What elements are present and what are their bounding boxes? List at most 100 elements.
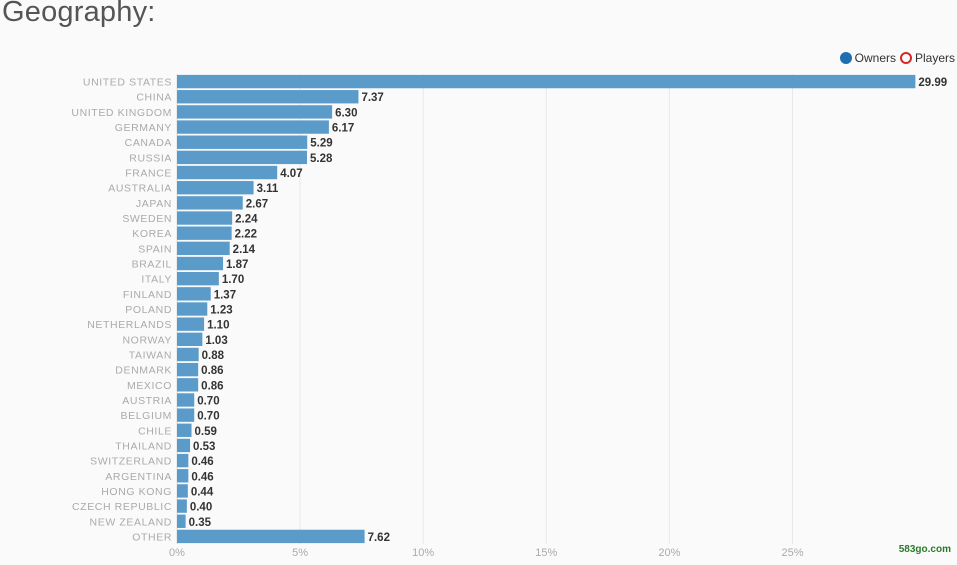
category-label: AUSTRALIA	[108, 183, 172, 195]
bar	[177, 423, 192, 437]
value-label: 3.11	[257, 183, 279, 195]
value-label: 5.29	[310, 138, 332, 150]
value-label: 0.35	[189, 517, 212, 529]
legend-players-label: Players	[914, 51, 955, 65]
category-label: NETHERLANDS	[87, 319, 172, 331]
category-label: CHINA	[136, 92, 172, 104]
category-label: MEXICO	[127, 380, 172, 392]
category-label: OTHER	[132, 531, 172, 543]
bar	[177, 181, 254, 195]
category-label: ITALY	[141, 274, 172, 286]
x-tick-label: 15%	[535, 547, 557, 559]
value-label: 6.17	[332, 123, 354, 135]
bar	[177, 226, 232, 240]
value-label: 4.07	[280, 168, 302, 180]
value-label: 6.30	[335, 107, 357, 119]
legend-players-swatch	[899, 52, 912, 64]
category-label: BELGIUM	[121, 410, 172, 422]
category-label: CANADA	[125, 137, 172, 149]
value-label: 0.88	[202, 350, 225, 362]
bar	[177, 241, 230, 256]
page-title: Geography:	[2, 0, 156, 28]
x-tick-label: 25%	[781, 547, 803, 559]
category-label: SWITZERLAND	[90, 456, 172, 468]
bar	[177, 332, 203, 347]
value-label: 0.44	[191, 486, 214, 498]
value-label: 0.46	[191, 471, 213, 483]
category-label: FINLAND	[123, 289, 172, 301]
value-label: 2.24	[235, 214, 258, 226]
watermark: 583go.com	[898, 544, 951, 555]
bar	[177, 120, 329, 134]
bar	[177, 362, 199, 377]
value-label: 0.70	[197, 395, 219, 407]
category-label: NEW ZEALAND	[90, 516, 172, 528]
value-label: 0.59	[195, 426, 217, 438]
category-label: FRANCE	[125, 168, 172, 180]
value-label: 2.14	[233, 244, 256, 256]
bar	[177, 484, 188, 498]
chart-legend: Owners Players	[836, 51, 955, 65]
bar	[177, 408, 195, 422]
x-tick-label: 20%	[658, 547, 680, 559]
category-label: POLAND	[125, 304, 172, 316]
category-label: HONG KONG	[101, 486, 172, 498]
bar	[177, 453, 189, 468]
value-label: 7.37	[361, 92, 383, 104]
bar	[177, 438, 191, 453]
value-label: 1.87	[226, 259, 248, 271]
category-label: AUSTRIA	[122, 395, 172, 407]
bar	[177, 74, 916, 89]
category-label: UNITED KINGDOM	[71, 107, 172, 119]
value-label: 1.10	[207, 320, 229, 332]
value-label: 1.03	[205, 335, 227, 347]
category-label: CZECH REPUBLIC	[72, 501, 172, 513]
bar	[177, 287, 211, 301]
bar	[177, 378, 199, 392]
value-label: 1.23	[210, 305, 232, 317]
category-label: JAPAN	[136, 198, 172, 210]
category-label: DENMARK	[115, 365, 172, 377]
bar	[177, 90, 359, 104]
category-label: SWEDEN	[122, 213, 172, 225]
category-label: SPAIN	[138, 243, 172, 255]
bar	[177, 317, 205, 331]
category-label: GERMANY	[115, 122, 172, 134]
legend-item-owners[interactable]: Owners	[839, 51, 896, 65]
legend-owners-label: Owners	[854, 51, 896, 65]
bar	[177, 529, 365, 544]
category-label: TAIWAN	[129, 349, 172, 361]
bar	[177, 302, 208, 316]
bar	[177, 469, 189, 483]
bar	[177, 514, 186, 528]
bar	[177, 347, 199, 362]
value-label: 0.86	[201, 380, 223, 392]
x-tick-label: 0%	[169, 547, 185, 559]
bar	[177, 499, 187, 513]
bar	[177, 211, 233, 225]
bar	[177, 271, 219, 286]
legend-owners-swatch	[839, 52, 852, 64]
value-label: 29.99	[918, 77, 947, 89]
category-label: RUSSIA	[129, 152, 172, 164]
category-label: BRAZIL	[132, 259, 172, 271]
value-label: 7.62	[368, 532, 390, 544]
x-tick-label: 10%	[412, 547, 434, 559]
legend-item-players[interactable]: Players	[899, 51, 955, 65]
bar	[177, 256, 224, 271]
bar	[177, 150, 307, 165]
category-label: UNITED STATES	[83, 77, 172, 89]
value-label: 0.53	[193, 441, 215, 453]
bar	[177, 105, 333, 119]
bar	[177, 393, 195, 407]
bar	[177, 165, 278, 180]
value-label: 1.70	[222, 274, 244, 286]
value-label: 0.86	[201, 365, 223, 377]
category-label: ARGENTINA	[105, 471, 172, 483]
value-label: 0.40	[190, 502, 212, 514]
category-label: CHILE	[138, 425, 172, 437]
value-label: 2.67	[246, 198, 268, 210]
value-label: 5.28	[310, 153, 333, 165]
bar	[177, 196, 243, 210]
